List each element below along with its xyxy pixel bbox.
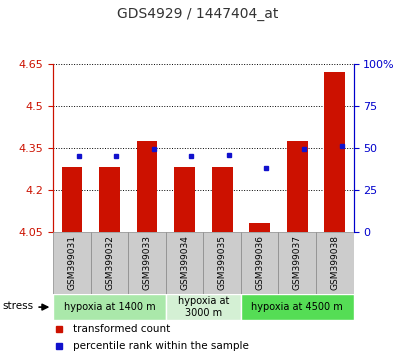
Bar [99, 167, 120, 232]
Bar [174, 167, 195, 232]
Text: stress: stress [3, 301, 34, 311]
Text: GDS4929 / 1447404_at: GDS4929 / 1447404_at [117, 7, 278, 21]
Bar [62, 167, 83, 232]
Bar [53, 232, 91, 294]
Bar [241, 294, 354, 320]
Text: GSM399038: GSM399038 [330, 235, 339, 290]
Bar [137, 141, 158, 232]
Bar [53, 294, 166, 320]
Text: GSM399034: GSM399034 [180, 235, 189, 290]
Bar [203, 232, 241, 294]
Text: hypoxia at 4500 m: hypoxia at 4500 m [251, 302, 343, 312]
Text: GSM399031: GSM399031 [68, 235, 77, 290]
Text: GSM399033: GSM399033 [143, 235, 152, 290]
Bar [212, 167, 233, 232]
Text: transformed count: transformed count [73, 324, 170, 334]
Text: GSM399035: GSM399035 [218, 235, 227, 290]
Bar [128, 232, 166, 294]
Bar [241, 232, 278, 294]
Text: hypoxia at 1400 m: hypoxia at 1400 m [64, 302, 155, 312]
Bar [249, 223, 270, 232]
Text: GSM399032: GSM399032 [105, 235, 114, 290]
Text: percentile rank within the sample: percentile rank within the sample [73, 341, 249, 350]
Bar [324, 72, 345, 232]
Bar [278, 232, 316, 294]
Bar [316, 232, 354, 294]
Text: GSM399036: GSM399036 [255, 235, 264, 290]
Bar [166, 294, 241, 320]
Bar [91, 232, 128, 294]
Text: GSM399037: GSM399037 [293, 235, 302, 290]
Text: hypoxia at
3000 m: hypoxia at 3000 m [178, 296, 229, 318]
Bar [166, 232, 203, 294]
Bar [287, 141, 308, 232]
